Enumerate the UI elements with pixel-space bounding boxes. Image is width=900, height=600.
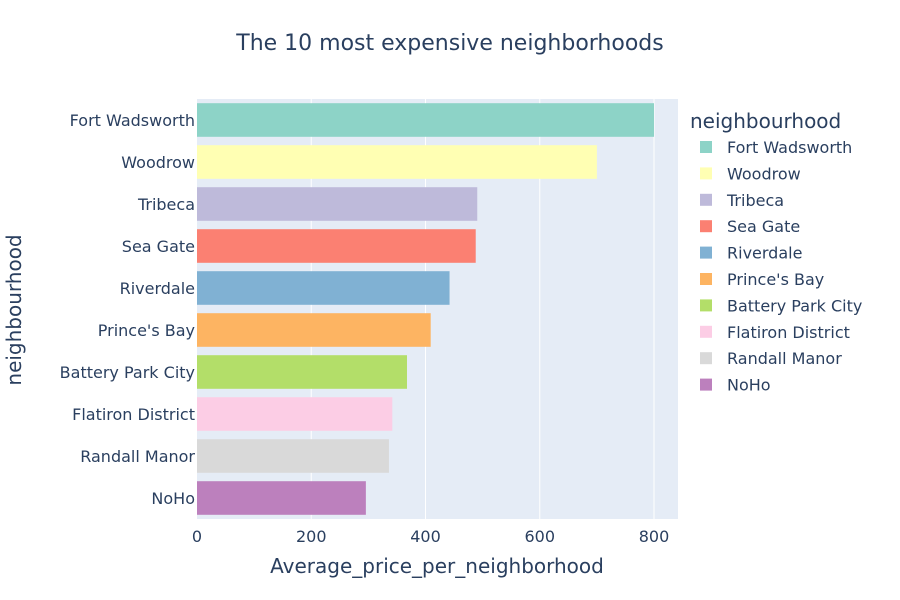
y-axis-title: neighbourhood — [2, 234, 26, 385]
legend-item[interactable]: Tribeca — [700, 191, 784, 210]
legend-swatch — [700, 299, 712, 312]
legend-swatch — [700, 325, 712, 338]
y-tick-label: Sea Gate — [122, 237, 195, 256]
y-tick-label: Flatiron District — [72, 405, 195, 424]
legend-item[interactable]: Randall Manor — [700, 349, 842, 368]
legend-swatch — [700, 220, 712, 233]
y-tick-label: Riverdale — [120, 279, 195, 298]
legend-item[interactable]: Battery Park City — [700, 296, 862, 315]
legend: neighbourhood Fort Wadsworth Woodrow Tribe… — [690, 109, 862, 395]
legend-swatch — [700, 273, 712, 285]
y-tick-label: Woodrow — [121, 153, 195, 172]
y-tick-label: NoHo — [151, 489, 195, 508]
legend-label: Woodrow — [727, 164, 801, 183]
bar-woodrow[interactable] — [197, 145, 597, 179]
legend-swatch — [700, 141, 712, 153]
bar-flatiron-district[interactable] — [197, 397, 393, 431]
legend-title: neighbourhood — [690, 109, 841, 133]
y-axis-ticks: Fort Wadsworth Woodrow Tribeca Sea Gate Rive… — [60, 111, 196, 508]
y-tick-label: Tribeca — [137, 195, 195, 214]
bar-fort-wadsworth[interactable] — [197, 103, 655, 137]
legend-swatch — [700, 246, 712, 259]
legend-item[interactable]: Riverdale — [700, 244, 802, 263]
legend-items: Fort Wadsworth Woodrow Tribeca Sea Gate Rive… — [700, 138, 862, 395]
legend-label: NoHo — [727, 376, 771, 395]
legend-label: Fort Wadsworth — [727, 138, 852, 157]
legend-label: Prince's Bay — [727, 270, 824, 289]
legend-item[interactable]: Woodrow — [700, 164, 801, 183]
y-tick-label: Battery Park City — [60, 363, 195, 382]
legend-item[interactable]: Flatiron District — [700, 323, 850, 342]
bar-tribeca[interactable] — [197, 187, 478, 221]
y-tick-label: Prince's Bay — [98, 321, 195, 340]
legend-swatch — [700, 378, 712, 391]
bar-noho[interactable] — [197, 481, 366, 515]
legend-label: Sea Gate — [727, 217, 800, 236]
bar-prince-s-bay[interactable] — [197, 313, 431, 347]
x-tick-label: 0 — [192, 527, 202, 546]
bar-battery-park-city[interactable] — [197, 355, 407, 389]
legend-item[interactable]: Sea Gate — [700, 217, 800, 236]
x-tick-label: 800 — [639, 527, 670, 546]
y-tick-label: Randall Manor — [80, 447, 195, 466]
x-tick-label: 200 — [296, 527, 327, 546]
bar-riverdale[interactable] — [197, 271, 450, 305]
x-axis-ticks: 0 200 400 600 800 — [192, 527, 669, 546]
x-axis-title: Average_price_per_neighborhood — [270, 554, 604, 578]
legend-label: Tribeca — [726, 191, 784, 210]
legend-item[interactable]: NoHo — [700, 376, 771, 395]
legend-swatch — [700, 352, 712, 365]
legend-item[interactable]: Fort Wadsworth — [700, 138, 852, 157]
legend-label: Riverdale — [727, 244, 802, 263]
chart-title: The 10 most expensive neighborhoods — [235, 31, 663, 56]
bar-randall-manor[interactable] — [197, 439, 389, 473]
bar-sea-gate[interactable] — [197, 229, 476, 263]
legend-swatch — [700, 167, 712, 180]
x-tick-label: 400 — [410, 527, 441, 546]
legend-label: Battery Park City — [727, 296, 862, 315]
x-tick-label: 600 — [524, 527, 555, 546]
legend-item[interactable]: Prince's Bay — [700, 270, 824, 289]
legend-swatch — [700, 193, 712, 206]
legend-label: Flatiron District — [727, 323, 850, 342]
legend-label: Randall Manor — [727, 349, 842, 368]
bars — [197, 103, 655, 515]
y-tick-label: Fort Wadsworth — [70, 111, 195, 130]
